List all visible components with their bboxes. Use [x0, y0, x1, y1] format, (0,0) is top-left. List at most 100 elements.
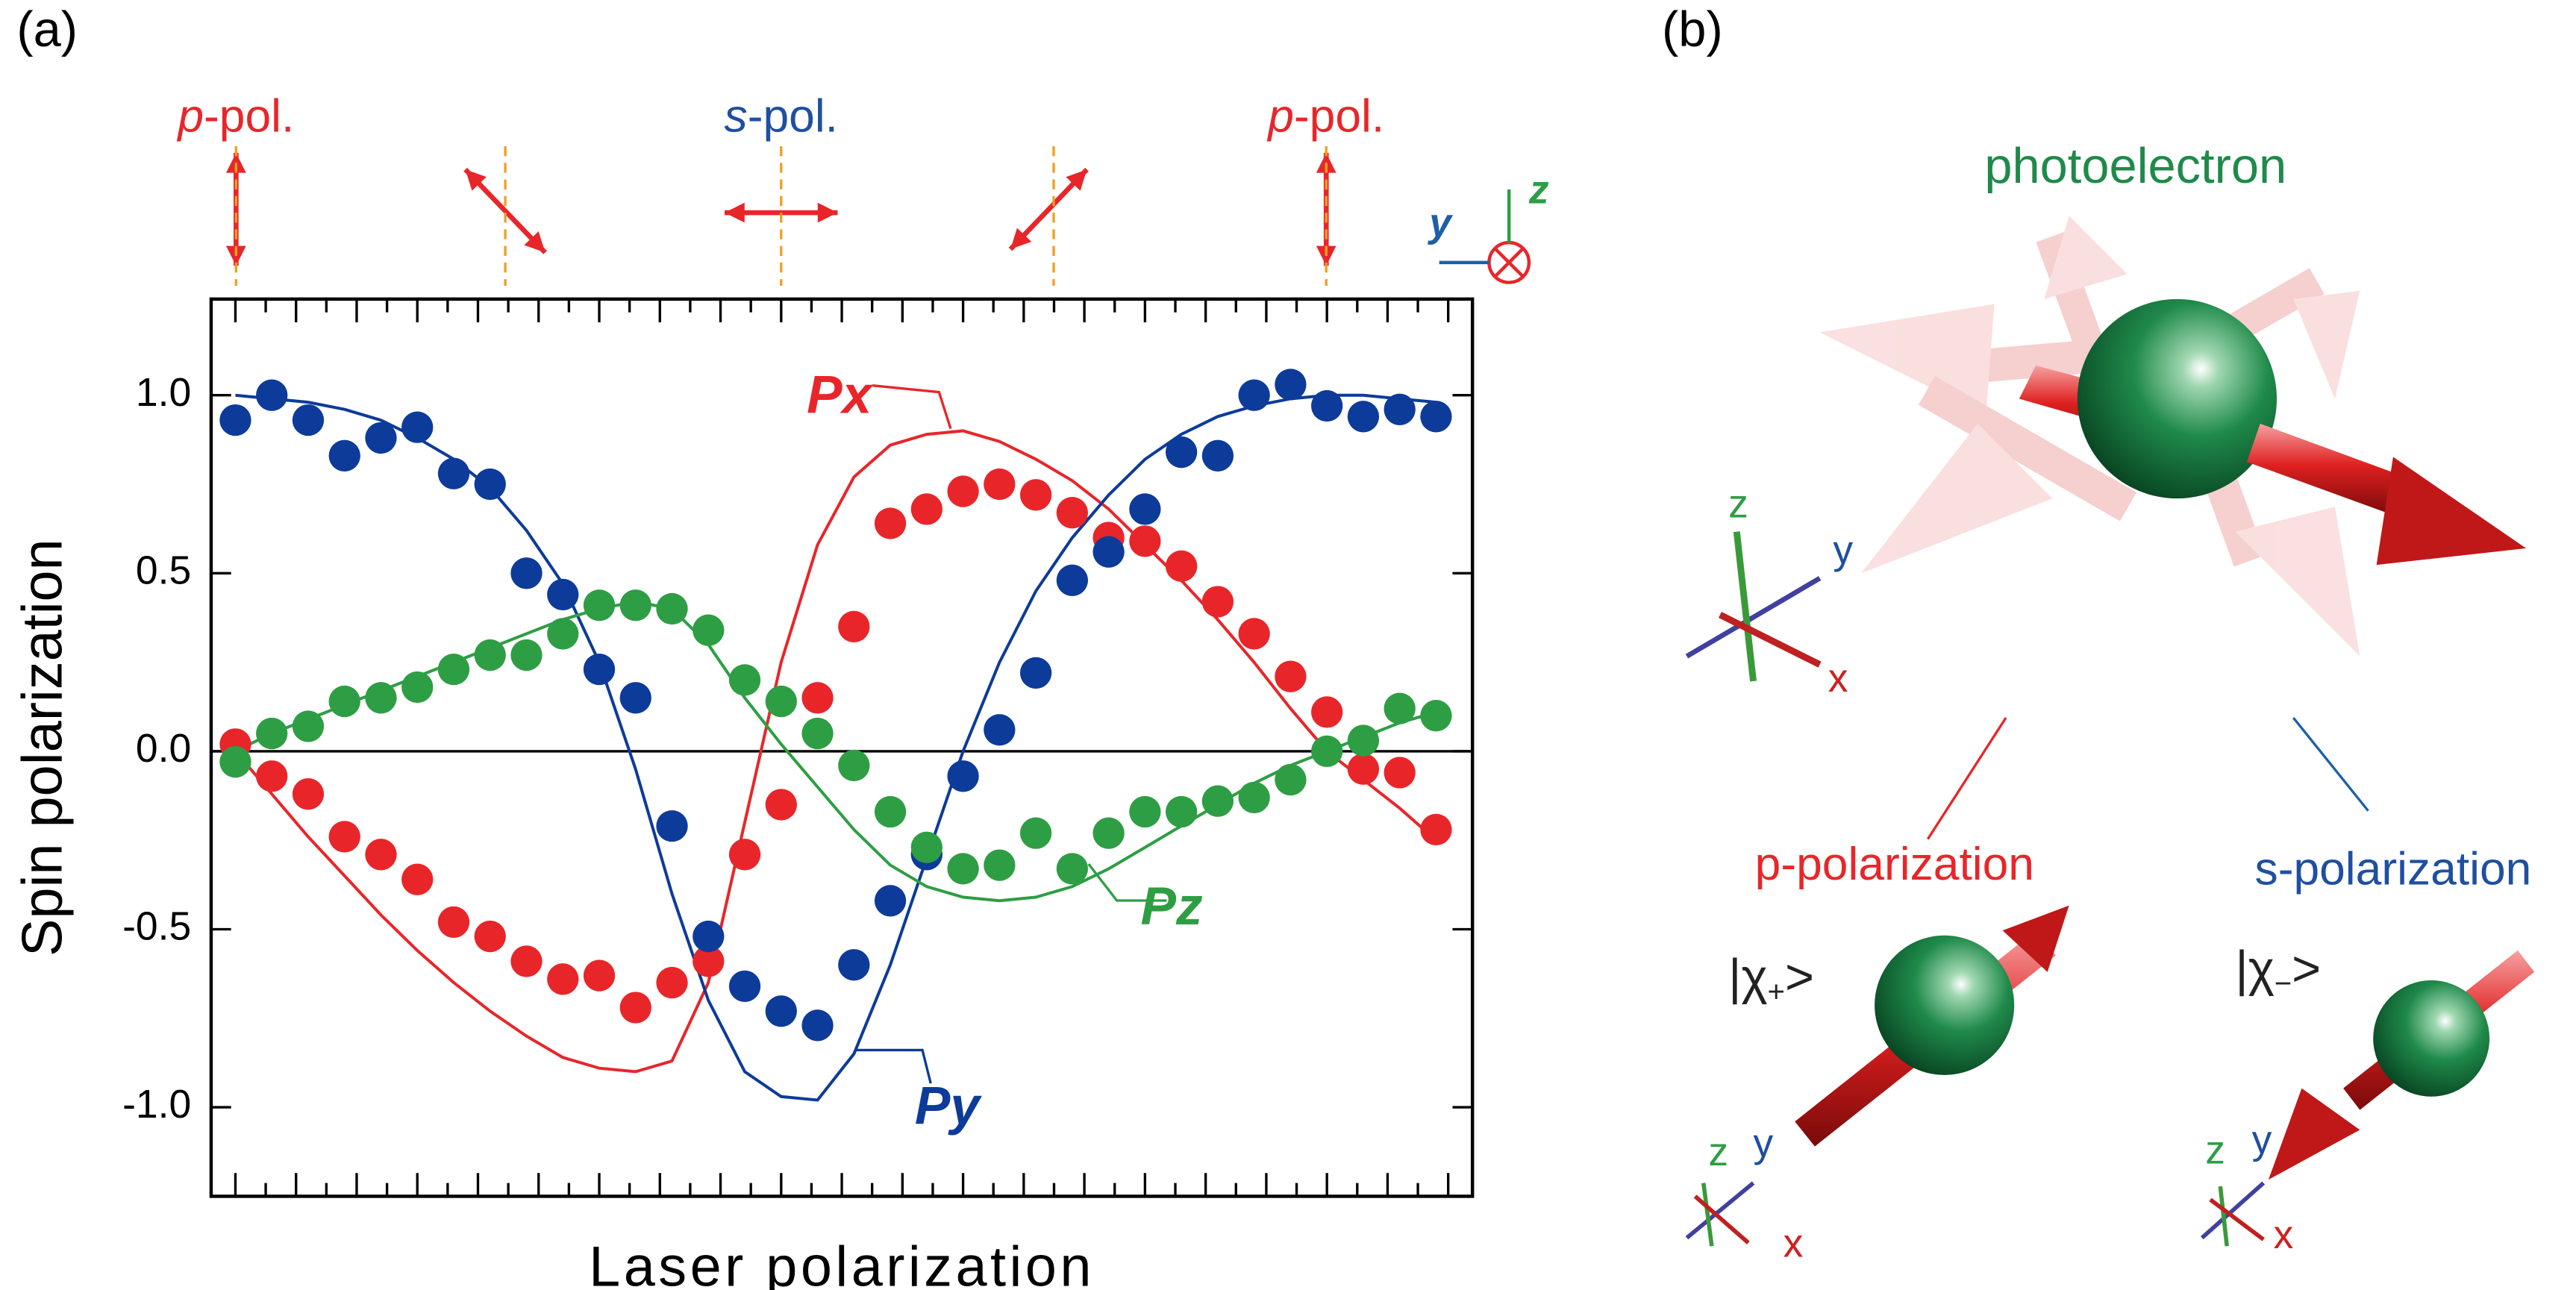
arrow-head	[465, 169, 487, 191]
data-point	[437, 653, 470, 686]
axis	[1733, 531, 1757, 682]
data-point	[474, 468, 506, 501]
photoelectron-sphere	[2077, 298, 2278, 499]
axis	[1685, 576, 1822, 659]
series-label: Pz	[1141, 877, 1204, 936]
data-point	[947, 475, 979, 507]
data-point	[1165, 795, 1198, 828]
data-point	[693, 945, 725, 977]
data-point	[292, 404, 325, 436]
arrow-head	[2002, 905, 2069, 972]
data-point	[510, 557, 543, 589]
leader-line	[872, 383, 952, 430]
data-point	[547, 578, 579, 611]
data-point	[910, 831, 942, 863]
pointer	[2292, 716, 2369, 812]
data-point	[765, 995, 797, 1027]
cross	[1494, 248, 1524, 278]
axis-name: z	[1708, 1130, 1728, 1174]
ket-open: |χ	[2235, 941, 2274, 996]
arrow-head	[817, 202, 838, 223]
data-point	[365, 682, 397, 714]
data-point	[583, 653, 616, 686]
data-point	[1275, 660, 1307, 692]
data-point	[1384, 692, 1416, 724]
y-tick-label: -1.0	[122, 1083, 191, 1127]
data-point	[1165, 436, 1198, 469]
data-point	[801, 682, 834, 714]
data-point	[219, 746, 251, 778]
data-point	[838, 749, 870, 782]
data-point	[656, 592, 688, 625]
x-axis-label: Laser polarization	[589, 1236, 1095, 1290]
label-italic: p	[176, 91, 204, 143]
arrow-head	[1010, 228, 1032, 250]
data-point	[1019, 657, 1052, 689]
data-point	[1275, 369, 1307, 401]
data-point	[328, 439, 360, 472]
data-point	[583, 959, 616, 992]
ket-close: >	[2292, 941, 2321, 996]
data-point	[874, 507, 907, 539]
data-point	[328, 685, 360, 718]
data-point	[1420, 401, 1452, 433]
data-point	[1129, 493, 1161, 525]
data-point	[365, 422, 397, 454]
data-point	[1238, 379, 1270, 411]
leader-line	[855, 1048, 932, 1084]
axis-name: z	[2205, 1129, 2225, 1173]
axis-name: z	[1728, 482, 1748, 526]
data-point	[401, 863, 434, 895]
fit-line	[234, 429, 1437, 1074]
y-tick-label: -0.5	[122, 905, 191, 949]
data-point	[1311, 735, 1343, 768]
data-point	[984, 468, 1016, 501]
data-point	[728, 970, 761, 1003]
label-text: -pol.	[204, 91, 294, 143]
data-point	[365, 839, 397, 871]
data-point	[1311, 696, 1343, 728]
polarization-label: p-pol.	[1266, 91, 1384, 143]
data-point	[693, 614, 725, 646]
diagram-title: photoelectron	[1984, 139, 2286, 194]
data-point	[1347, 401, 1380, 433]
label-italic: p	[1266, 91, 1294, 143]
data-point	[401, 671, 434, 704]
data-point	[219, 404, 251, 436]
data-point	[1420, 700, 1452, 732]
axis-name: y	[2252, 1118, 2272, 1162]
data-point	[510, 639, 543, 671]
axis-name: x	[1828, 657, 1848, 701]
data-point	[583, 589, 616, 621]
data-point	[292, 778, 325, 810]
data-point	[1238, 781, 1270, 814]
axis-name: z	[1528, 168, 1549, 212]
label-text: -pol.	[748, 91, 838, 143]
y-axis-label: Spin polarization	[10, 539, 74, 956]
data-point	[947, 760, 979, 792]
pointer	[1926, 717, 2007, 840]
y-tick-label: 0.5	[136, 548, 191, 592]
data-point	[984, 849, 1016, 881]
data-point	[1347, 724, 1380, 757]
data-point	[1201, 586, 1234, 618]
data-point	[256, 379, 288, 411]
data-point	[1092, 817, 1125, 849]
label-text: -pol.	[1294, 91, 1384, 143]
series-label: Px	[807, 365, 875, 425]
data-point	[1092, 536, 1125, 568]
data-point	[984, 714, 1016, 746]
arrow-head	[524, 231, 545, 253]
data-point	[656, 966, 688, 999]
data-point	[437, 906, 470, 939]
data-point	[619, 682, 651, 714]
data-point	[619, 992, 651, 1024]
panel-label: (a)	[16, 2, 78, 57]
data-point	[510, 945, 543, 977]
axis-name: x	[2274, 1213, 2294, 1257]
polarization-label: s-pol.	[725, 91, 838, 143]
data-point	[1019, 817, 1052, 849]
data-point	[1384, 393, 1416, 425]
rod	[2246, 423, 2410, 516]
